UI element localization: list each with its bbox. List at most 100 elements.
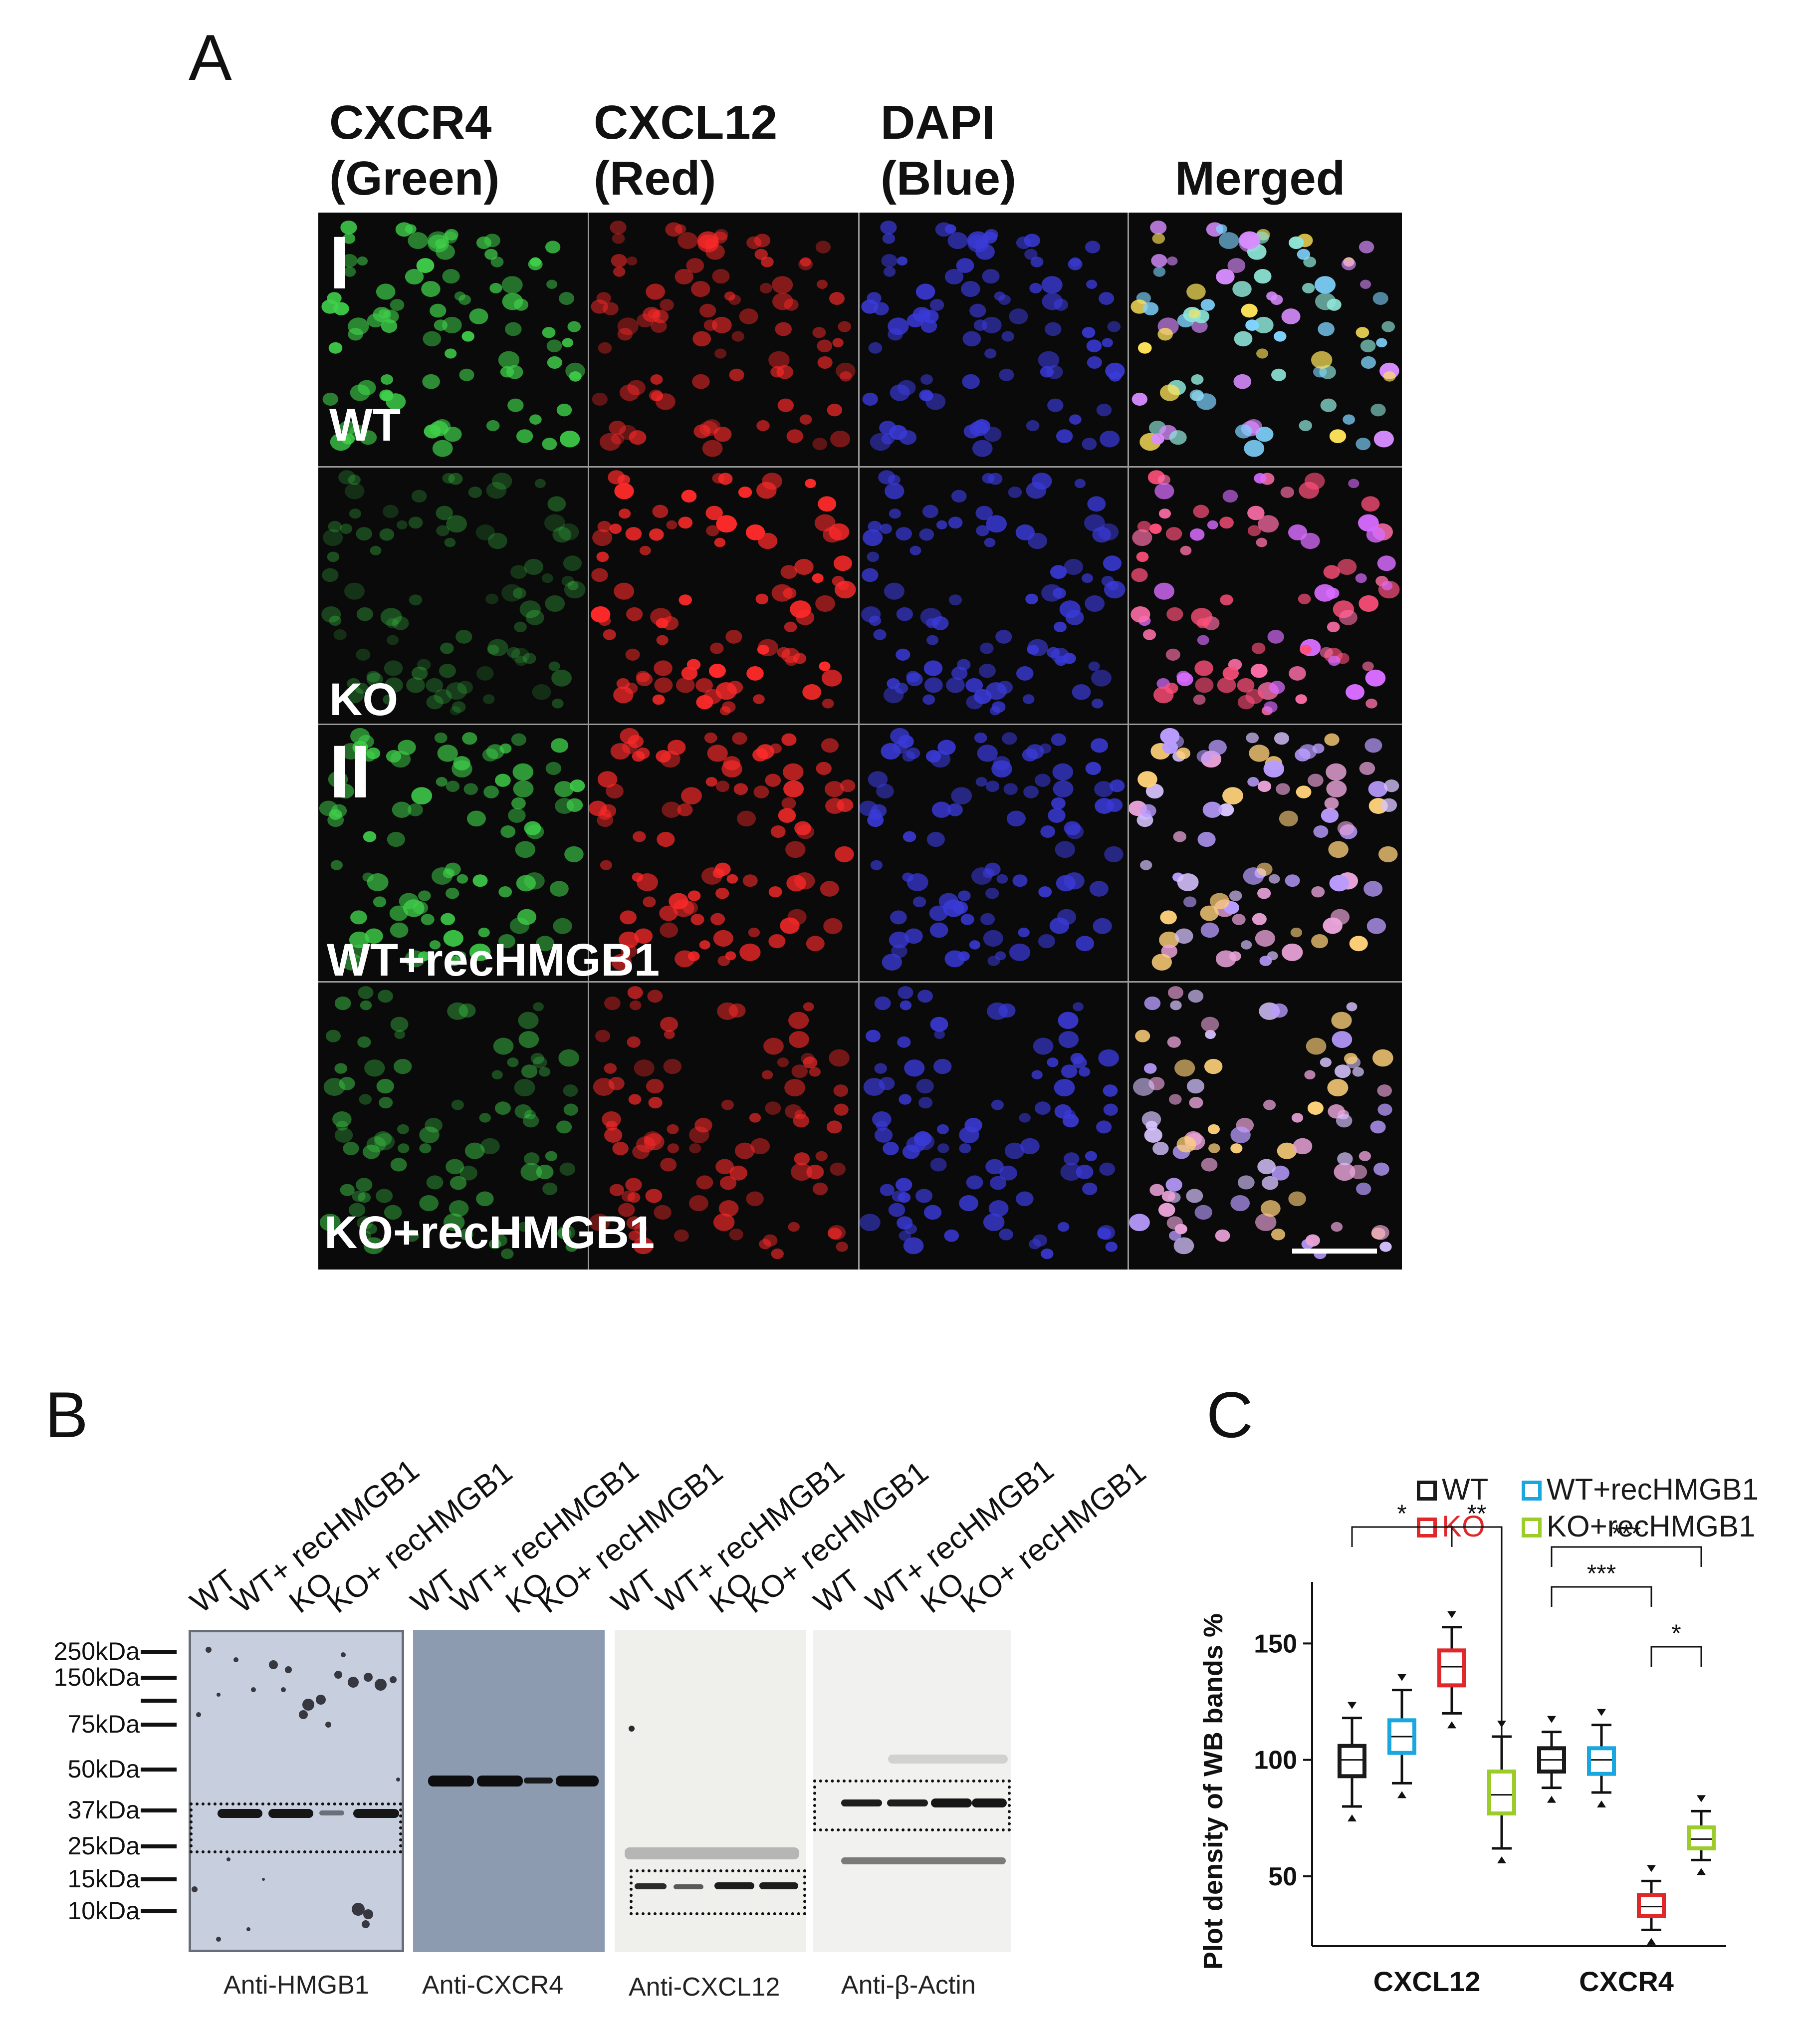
cell-nucleus (674, 1229, 689, 1242)
cell-nucleus (1222, 490, 1238, 503)
cell-nucleus (1173, 831, 1186, 842)
band-actin-ko-rec (972, 1798, 1007, 1807)
cell-nucleus (1358, 241, 1374, 254)
cell-nucleus (1047, 647, 1060, 658)
cell-nucleus (946, 677, 965, 693)
cell-nucleus (486, 482, 507, 499)
cell-nucleus (556, 1120, 572, 1134)
cell-nucleus (356, 648, 371, 661)
cell-nucleus (1239, 231, 1260, 250)
cell-nucleus (422, 374, 440, 389)
cell-nucleus (566, 798, 583, 812)
cell-nucleus (1159, 384, 1180, 401)
cell-nucleus (1145, 783, 1164, 799)
cell-nucleus (882, 954, 903, 971)
cell-nucleus (627, 1036, 641, 1048)
cell-nucleus (552, 526, 572, 543)
cell-nucleus (770, 825, 786, 838)
cell-nucleus (1247, 777, 1259, 787)
cell-nucleus (1132, 1078, 1154, 1096)
box-outlier-marker (1447, 1721, 1456, 1729)
cell-nucleus (364, 1224, 378, 1235)
cell-nucleus (381, 374, 394, 385)
cell-nucleus (997, 681, 1013, 694)
cell-nucleus (1153, 266, 1166, 277)
cell-nucleus (697, 231, 719, 250)
cell-nucleus (397, 1124, 409, 1134)
cell-nucleus (1373, 1162, 1389, 1176)
cell-nucleus (392, 801, 412, 818)
box-outlier-marker (1597, 1800, 1606, 1807)
cell-nucleus (785, 841, 806, 858)
cell-nucleus (1237, 695, 1255, 710)
cell-nucleus (547, 496, 566, 512)
cell-nucleus (390, 922, 409, 938)
cell-nucleus (991, 701, 1006, 713)
cell-nucleus (524, 821, 541, 835)
cell-nucleus (1154, 582, 1174, 600)
cell-nucleus (746, 1191, 764, 1207)
cell-nucleus (485, 593, 498, 604)
cell-nucleus (1267, 630, 1284, 644)
cell-nucleus (1313, 825, 1329, 838)
cell-nucleus (1308, 773, 1324, 787)
cell-nucleus (1276, 783, 1290, 795)
cell-nucleus (1082, 438, 1097, 451)
cell-nucleus (1360, 356, 1376, 369)
column-header-cxcr4-color: (Green) (329, 152, 500, 205)
cell-nucleus (511, 648, 530, 663)
cell-nucleus (969, 940, 981, 950)
cell-nucleus (469, 943, 491, 961)
cell-nucleus (803, 1056, 818, 1069)
cell-nucleus (948, 594, 962, 606)
cell-nucleus (1247, 506, 1265, 520)
marker-tick (141, 1768, 177, 1772)
cell-nucleus (947, 803, 963, 816)
cell-nucleus (712, 473, 725, 484)
cell-nucleus (1358, 1151, 1371, 1161)
cell-nucleus (899, 430, 917, 445)
cell-nucleus (1085, 1151, 1098, 1161)
cell-nucleus (1189, 389, 1204, 402)
cell-nucleus (432, 440, 453, 457)
cell-nucleus (681, 787, 702, 805)
cell-nucleus (1257, 1159, 1276, 1175)
column-header-cxcl12: CXCL12 (Red) (594, 95, 777, 207)
cell-nucleus (830, 431, 851, 448)
cell-nucleus (675, 224, 686, 234)
cell-nucleus (820, 881, 839, 897)
cell-nucleus (563, 555, 582, 571)
cell-nucleus (975, 506, 993, 520)
cell-nucleus (1207, 1124, 1220, 1134)
cell-nucleus (1339, 610, 1357, 625)
cell-nucleus (1277, 1142, 1297, 1159)
cell-nucleus (930, 1017, 948, 1032)
cell-nucleus (1263, 1099, 1276, 1110)
box-outlier-marker (1348, 1702, 1356, 1709)
cell-nucleus (664, 1029, 675, 1039)
cell-nucleus (929, 299, 944, 311)
image-tile (1128, 981, 1402, 1270)
cell-nucleus (1001, 331, 1014, 342)
cell-nucleus (1094, 781, 1114, 797)
cell-nucleus (1358, 595, 1379, 612)
cell-nucleus (812, 1182, 828, 1195)
cell-nucleus (1227, 258, 1246, 273)
cell-nucleus (459, 1165, 477, 1181)
cell-nucleus (890, 384, 910, 401)
cell-nucleus (618, 1203, 635, 1217)
cell-nucleus (1191, 374, 1204, 385)
cell-nucleus (1256, 348, 1269, 359)
cell-nucleus (724, 291, 735, 301)
cell-nucleus (366, 1136, 386, 1153)
cell-nucleus (1193, 694, 1206, 705)
cell-nucleus (1232, 281, 1252, 297)
cell-nucleus (739, 943, 761, 961)
image-tile (588, 724, 858, 981)
cell-nucleus (798, 258, 813, 270)
cell-nucleus (959, 1126, 979, 1144)
cell-nucleus (787, 909, 807, 925)
cell-nucleus (426, 678, 444, 693)
cell-nucleus (777, 1057, 789, 1067)
cell-nucleus (662, 801, 681, 818)
